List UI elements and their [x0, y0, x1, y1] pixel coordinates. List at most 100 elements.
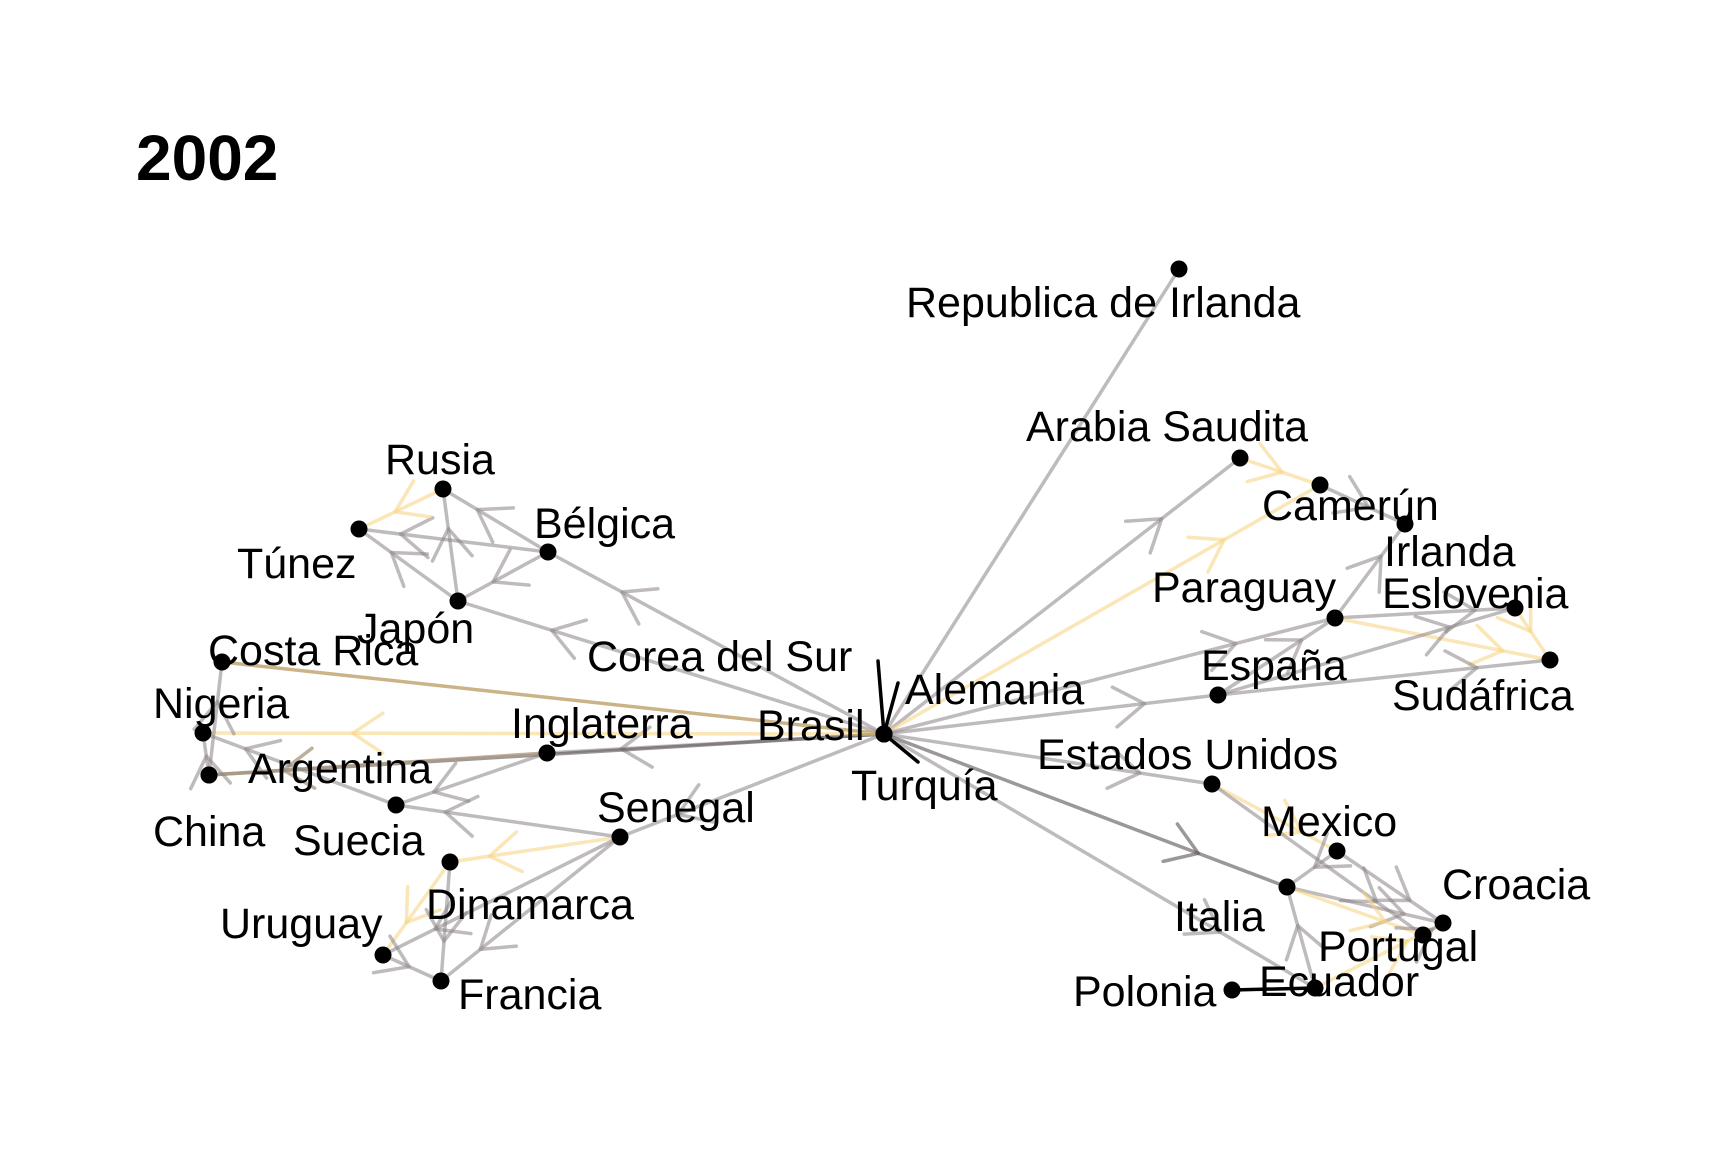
- arrowhead-paraguay-irlanda: [1345, 554, 1383, 594]
- node-label-japon: Japón: [357, 605, 474, 653]
- node-label-paraguay: Paraguay: [1152, 564, 1337, 612]
- node-inglaterra: [538, 744, 556, 762]
- node-label-brasil: Brasil: [757, 702, 865, 750]
- edge-italia-croacia: [1285, 885, 1445, 925]
- arrowhead-ecuador-italia: [1284, 923, 1327, 962]
- edge-brasil-ecuador: [882, 732, 1317, 990]
- node-label-espana: España: [1201, 642, 1347, 690]
- arrowhead-brasil-belgica: [620, 586, 660, 626]
- edge-dinamarca-francia: [439, 860, 452, 983]
- node-label-portugal: Portugal: [1318, 923, 1478, 971]
- edge-espana-sudafrica: [1216, 658, 1552, 697]
- node-label-senegal: Senegal: [597, 784, 755, 832]
- node-label-sudafrica: Sudáfrica: [1392, 672, 1574, 720]
- edge-brasil-nigeria: [201, 731, 886, 736]
- node-label-uruguay: Uruguay: [220, 900, 383, 948]
- node-irlanda: [1396, 515, 1414, 533]
- node-label-rep_irlanda: Republica de Irlanda: [906, 279, 1301, 327]
- arrowhead-ecuador-croacia: [1369, 935, 1410, 975]
- node-label-argentina: Argentina: [248, 745, 432, 793]
- arrowhead-brasil-italia: [1161, 822, 1201, 864]
- edge-espana-eslovenia: [1216, 606, 1517, 697]
- arrowhead-dinamarca-francia: [424, 907, 468, 943]
- edge-brasil-japon: [456, 599, 886, 736]
- arrowhead-brasil-ecuador: [1182, 897, 1222, 936]
- edge-senegal-suecia: [394, 803, 622, 839]
- edge-belgica-tunez: [357, 527, 550, 554]
- edge-mexico-croacia: [1335, 849, 1445, 925]
- edge-belgica-rusia: [441, 487, 550, 554]
- edge-inglaterra-china: [207, 751, 549, 777]
- node-label-corea: Corea del Sur: [587, 633, 852, 681]
- node-label-eeuu: Estados Unidos: [1037, 731, 1338, 779]
- arrowhead-brasil-espana: [1110, 685, 1147, 729]
- node-label-eslovenia: Eslovenia: [1382, 570, 1569, 618]
- edge-japon-rusia: [441, 487, 460, 603]
- edge-brasil-arabia: [882, 456, 1242, 736]
- edge-mexico-italia: [1285, 849, 1339, 889]
- edge-brasil-espana: [882, 693, 1220, 736]
- edges-layer: [188, 267, 1552, 992]
- labels-layer: Brasil Turquía Alemania Corea del Sur Republ…: [153, 279, 1590, 1019]
- node-paraguay: [1326, 609, 1344, 627]
- edge-brasil-italia: [882, 732, 1289, 889]
- edge-camerun-irlanda: [1318, 483, 1407, 526]
- arrowhead-camerun-irlanda: [1331, 474, 1371, 515]
- edge-brasil-senegal: [618, 732, 886, 839]
- arrowhead-eeuu-mexico: [1264, 798, 1304, 838]
- arrowhead-mexico-croacia: [1372, 865, 1412, 903]
- arrowhead-brasil-japon: [549, 618, 589, 661]
- edge-china-costa_rica: [207, 660, 224, 777]
- node-label-china: China: [153, 808, 265, 856]
- node-rep_irlanda: [1170, 260, 1188, 278]
- arrowhead-senegal-dinamarca: [487, 830, 524, 874]
- arrowhead-senegal-suecia: [443, 794, 480, 838]
- edge-ecuador-italia: [1285, 885, 1317, 990]
- node-belgica: [539, 543, 557, 561]
- arrowhead-portugal-croacia: [1394, 926, 1434, 964]
- node-rusia: [434, 480, 452, 498]
- arrowhead-arabia-camerun: [1245, 441, 1284, 484]
- arrowhead-inglaterra-china: [281, 746, 317, 790]
- edge-brasil-costa_rica: [220, 660, 886, 736]
- edge-polonia-ecuador: [1230, 986, 1317, 992]
- node-label-tunez: Túnez: [237, 540, 357, 588]
- node-label-belgica: Bélgica: [534, 500, 675, 548]
- edge-inglaterra-suecia: [394, 751, 549, 807]
- arrowhead-uruguay-francia: [371, 934, 411, 975]
- node-mexico: [1328, 842, 1346, 860]
- edge-brasil-alemania: [882, 681, 900, 736]
- node-label-dinamarca: Dinamarca: [426, 881, 634, 929]
- node-italia: [1278, 878, 1296, 896]
- arrowhead-brasil-nigeria: [351, 711, 385, 756]
- node-label-mexico: Mexico: [1261, 798, 1397, 846]
- node-nigeria: [194, 724, 212, 742]
- edge-paraguay-sudafrica: [1333, 616, 1552, 662]
- edge-rep_irlanda-brasil: [882, 267, 1181, 736]
- node-ecuador: [1306, 979, 1324, 997]
- node-label-francia: Francia: [458, 971, 601, 1019]
- arrowhead-japon-rusia: [430, 526, 474, 563]
- edge-brasil-paraguay: [882, 616, 1337, 736]
- node-japon: [449, 592, 467, 610]
- nodes-layer: [194, 260, 1559, 999]
- node-label-irlanda: Irlanda: [1384, 528, 1516, 576]
- node-uruguay: [374, 946, 392, 964]
- node-label-rusia: Rusia: [385, 436, 495, 484]
- node-camerun: [1311, 476, 1329, 494]
- node-label-polonia: Polonia: [1073, 968, 1217, 1016]
- arrowhead-espana-paraguay: [1263, 638, 1304, 675]
- arrowhead-inglaterra-suecia: [432, 761, 471, 803]
- node-label-italia: Italia: [1174, 893, 1265, 941]
- node-senegal: [611, 828, 629, 846]
- node-label-camerun: Camerún: [1262, 482, 1439, 530]
- edge-brasil-camerun: [882, 483, 1322, 736]
- node-dinamarca: [441, 853, 459, 871]
- arrowhead-china-costa_rica: [192, 699, 236, 736]
- arrowhead-paraguay-sudafrica: [1467, 623, 1505, 667]
- node-label-alemania: Alemania: [905, 666, 1084, 714]
- node-label-croacia: Croacia: [1442, 861, 1590, 909]
- edge-dinamarca-uruguay: [381, 860, 452, 957]
- node-label-inglaterra: Inglaterra: [511, 700, 693, 748]
- node-eslovenia: [1506, 599, 1524, 617]
